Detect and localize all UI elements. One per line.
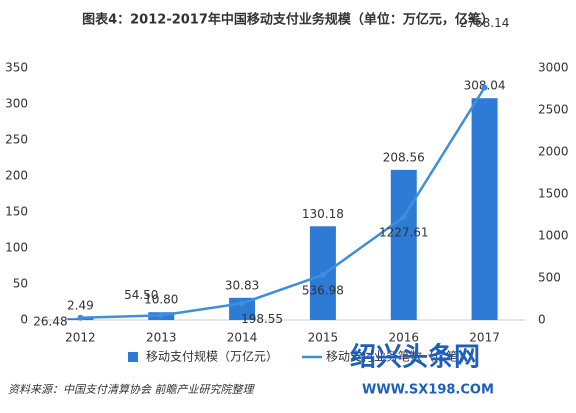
bar-label: 130.18 xyxy=(302,207,344,221)
line-point xyxy=(400,213,407,220)
x-tick-label: 2012 xyxy=(65,331,96,345)
line xyxy=(80,86,486,320)
bar xyxy=(390,169,417,320)
line-point xyxy=(319,271,326,278)
watermark-name: 绍兴头条网 xyxy=(350,343,480,373)
line-point xyxy=(158,312,165,319)
line-label: 54.50 xyxy=(124,288,158,302)
bar xyxy=(471,98,498,320)
chart-title: 图表4：2012-2017年中国移动支付业务规模（单位：万亿元，亿笔） xyxy=(82,12,494,28)
y-tick-label: 300 xyxy=(5,97,28,111)
bar-label: 10.80 xyxy=(144,293,178,307)
line-label: 198.55 xyxy=(241,312,283,326)
y2-tick-label: 1000 xyxy=(538,229,569,243)
line-point xyxy=(239,300,246,307)
y2-tick-label: 1500 xyxy=(538,187,569,201)
source: 资料来源：中国支付清算协会 前瞻产业研究院整理 xyxy=(8,383,255,396)
y2-tick-label: 500 xyxy=(538,271,561,285)
y-tick-label: 250 xyxy=(5,133,28,147)
y-tick-label: 150 xyxy=(5,205,28,219)
x-tick-label: 2015 xyxy=(308,331,339,345)
line-point xyxy=(481,84,488,91)
legend-swatch xyxy=(128,352,138,362)
bar-label: 30.83 xyxy=(225,278,259,292)
y-tick-label: 200 xyxy=(5,169,28,183)
line-point xyxy=(77,314,84,321)
y2-tick-label: 2000 xyxy=(538,145,569,159)
y2-tick-label: 0 xyxy=(538,313,546,327)
y-tick-label: 100 xyxy=(5,241,28,255)
y-tick-label: 350 xyxy=(5,61,28,75)
x-tick-label: 2017 xyxy=(469,331,500,345)
bar-label: 208.56 xyxy=(383,150,425,164)
y-tick-label: 50 xyxy=(13,277,28,291)
line-label: 26.48 xyxy=(33,314,67,328)
legend-label: 移动支付规模（万亿元） xyxy=(146,349,278,364)
x-tick-label: 2016 xyxy=(388,331,419,345)
line-label: 536.98 xyxy=(302,283,344,297)
bar-label: 2.49 xyxy=(67,299,94,313)
legend-label: 移动支付业务笔数（亿笔） xyxy=(326,349,470,364)
line-label: 1227.61 xyxy=(379,225,429,239)
x-tick-label: 2013 xyxy=(146,331,177,345)
x-tick-label: 2014 xyxy=(227,331,258,345)
line-label: 2768.14 xyxy=(460,16,510,30)
watermark-url: WWW.SX198.COM xyxy=(362,383,494,398)
y-tick-label: 0 xyxy=(20,313,28,327)
y2-tick-label: 3000 xyxy=(538,61,569,75)
y2-tick-label: 2500 xyxy=(538,103,569,117)
